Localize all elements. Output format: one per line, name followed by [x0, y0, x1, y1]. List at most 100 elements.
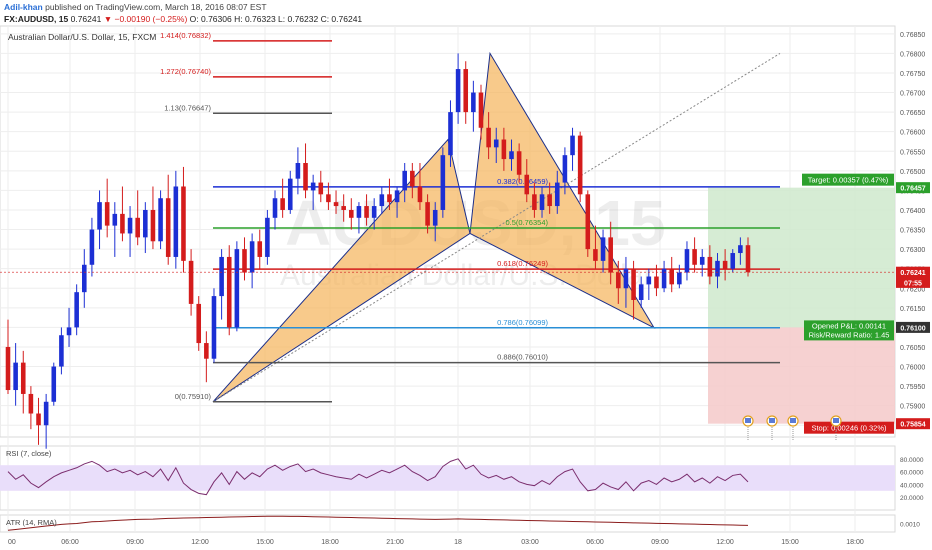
candle-body [516, 151, 522, 175]
candle-body [341, 206, 346, 210]
stop-label: Stop: 0.00246 (0.32%) [811, 424, 887, 433]
candle-body [326, 194, 331, 203]
fib-level-label: 0.786(0.76099) [497, 318, 548, 327]
y-tick-label: 0.75900 [900, 404, 925, 411]
axis-price-tag [896, 321, 930, 333]
candle-body [387, 194, 392, 203]
stop-zone [708, 327, 895, 424]
candle-body [547, 194, 552, 207]
candle-body [471, 92, 476, 113]
y-tick-label: 0.76800 [900, 51, 925, 58]
candle-body [349, 209, 354, 218]
author-link[interactable]: Adil-khan [4, 2, 43, 12]
candle-body [303, 163, 308, 191]
atr-tick-label: 0.0010 [900, 522, 920, 529]
candle-body [600, 237, 606, 261]
x-tick-label: 12:00 [716, 539, 734, 546]
rsi-tick-label: 80.0000 [900, 457, 924, 464]
candle-body [554, 182, 560, 207]
axis-price-tag [896, 276, 930, 288]
candle-body [440, 155, 446, 210]
target-zone [708, 187, 895, 328]
atr-pane [0, 514, 896, 533]
candle-body [638, 284, 644, 300]
candle-body [417, 186, 423, 203]
candle-body [570, 135, 575, 156]
axis-price-text: 0.75854 [900, 422, 925, 429]
candle-body [211, 296, 217, 359]
candle-body [5, 346, 11, 391]
candle-body [219, 256, 224, 297]
candle-body [272, 198, 278, 218]
flag-icon [745, 418, 751, 423]
stop-tag [804, 421, 894, 434]
candle-body [646, 276, 652, 285]
candle-body [20, 362, 26, 394]
candle-body [562, 155, 568, 183]
x-tick-label: 09:00 [651, 539, 669, 546]
fib-level-label: 0(0.75910) [175, 392, 212, 401]
x-tick-label: 18 [454, 539, 462, 546]
candle-body [577, 135, 583, 195]
candle-body [623, 268, 629, 289]
candle-body [74, 292, 79, 328]
candle-body [173, 186, 179, 257]
x-tick-label: 12:00 [191, 539, 209, 546]
rsi-band [0, 465, 895, 491]
candle-body [150, 209, 156, 242]
candle-body [226, 256, 232, 328]
y-tick-label: 0.76400 [900, 208, 925, 215]
candle-body [51, 366, 57, 402]
y-tick-label: 0.76600 [900, 130, 925, 137]
candle-body [654, 276, 659, 289]
axis-price-text: 07:55 [904, 280, 922, 287]
axis-price-text: 0.76241 [900, 270, 925, 277]
rr-label: Risk/Reward Ratio: 1.45 [809, 330, 890, 339]
candle-body [539, 194, 545, 210]
candle-body [745, 245, 751, 273]
y-tick-label: 0.76650 [900, 110, 925, 117]
candle-body [448, 112, 453, 156]
y-tick-label: 0.76300 [900, 247, 925, 254]
candle-body [333, 202, 339, 207]
candle-body [257, 241, 263, 257]
candle-body [112, 213, 118, 226]
fib-level-label: 0.618(0.76249) [497, 259, 548, 268]
candle-body [379, 194, 385, 207]
candle-body [66, 327, 72, 336]
candle-body [356, 206, 362, 218]
x-tick-label: 21:00 [386, 539, 404, 546]
x-tick-label: 09:00 [126, 539, 144, 546]
candle-body [524, 174, 530, 195]
fib-level-label: 1.272(0.76740) [160, 67, 211, 76]
fib-level-label: 0.382(0.76459) [497, 177, 548, 186]
candle-body [616, 272, 621, 289]
candle-body [234, 249, 240, 328]
candle-body [242, 249, 247, 273]
candle-body [89, 229, 95, 265]
y-tick-label: 0.76850 [900, 32, 925, 39]
target-tag [802, 173, 894, 186]
ohlc-values: O: 0.76306 H: 0.76323 L: 0.76232 C: 0.76… [189, 14, 363, 24]
pnl-label: Opened P&L: 0.00141 [812, 321, 886, 330]
y-tick-label: 0.76700 [900, 91, 925, 98]
candle-body [59, 335, 64, 367]
y-tick-label: 0.76550 [900, 149, 925, 156]
candle-body [493, 139, 499, 148]
candle-body [722, 260, 728, 269]
x-tick-label: 15:00 [781, 539, 799, 546]
y-tick-label: 0.75950 [900, 384, 925, 391]
candle-body [410, 170, 415, 187]
fib-level-label: 0.5(0.76354) [505, 218, 548, 227]
y-tick-label: 0.76000 [900, 365, 925, 372]
candle-body [699, 256, 705, 265]
x-tick-label: 06:00 [586, 539, 604, 546]
flag-icon [769, 418, 775, 423]
candle-body [684, 249, 690, 273]
candle-body [135, 217, 140, 238]
candle-body [425, 202, 430, 226]
x-tick-label: 03:00 [521, 539, 539, 546]
candle-body [661, 268, 667, 289]
candle-body [608, 237, 613, 273]
